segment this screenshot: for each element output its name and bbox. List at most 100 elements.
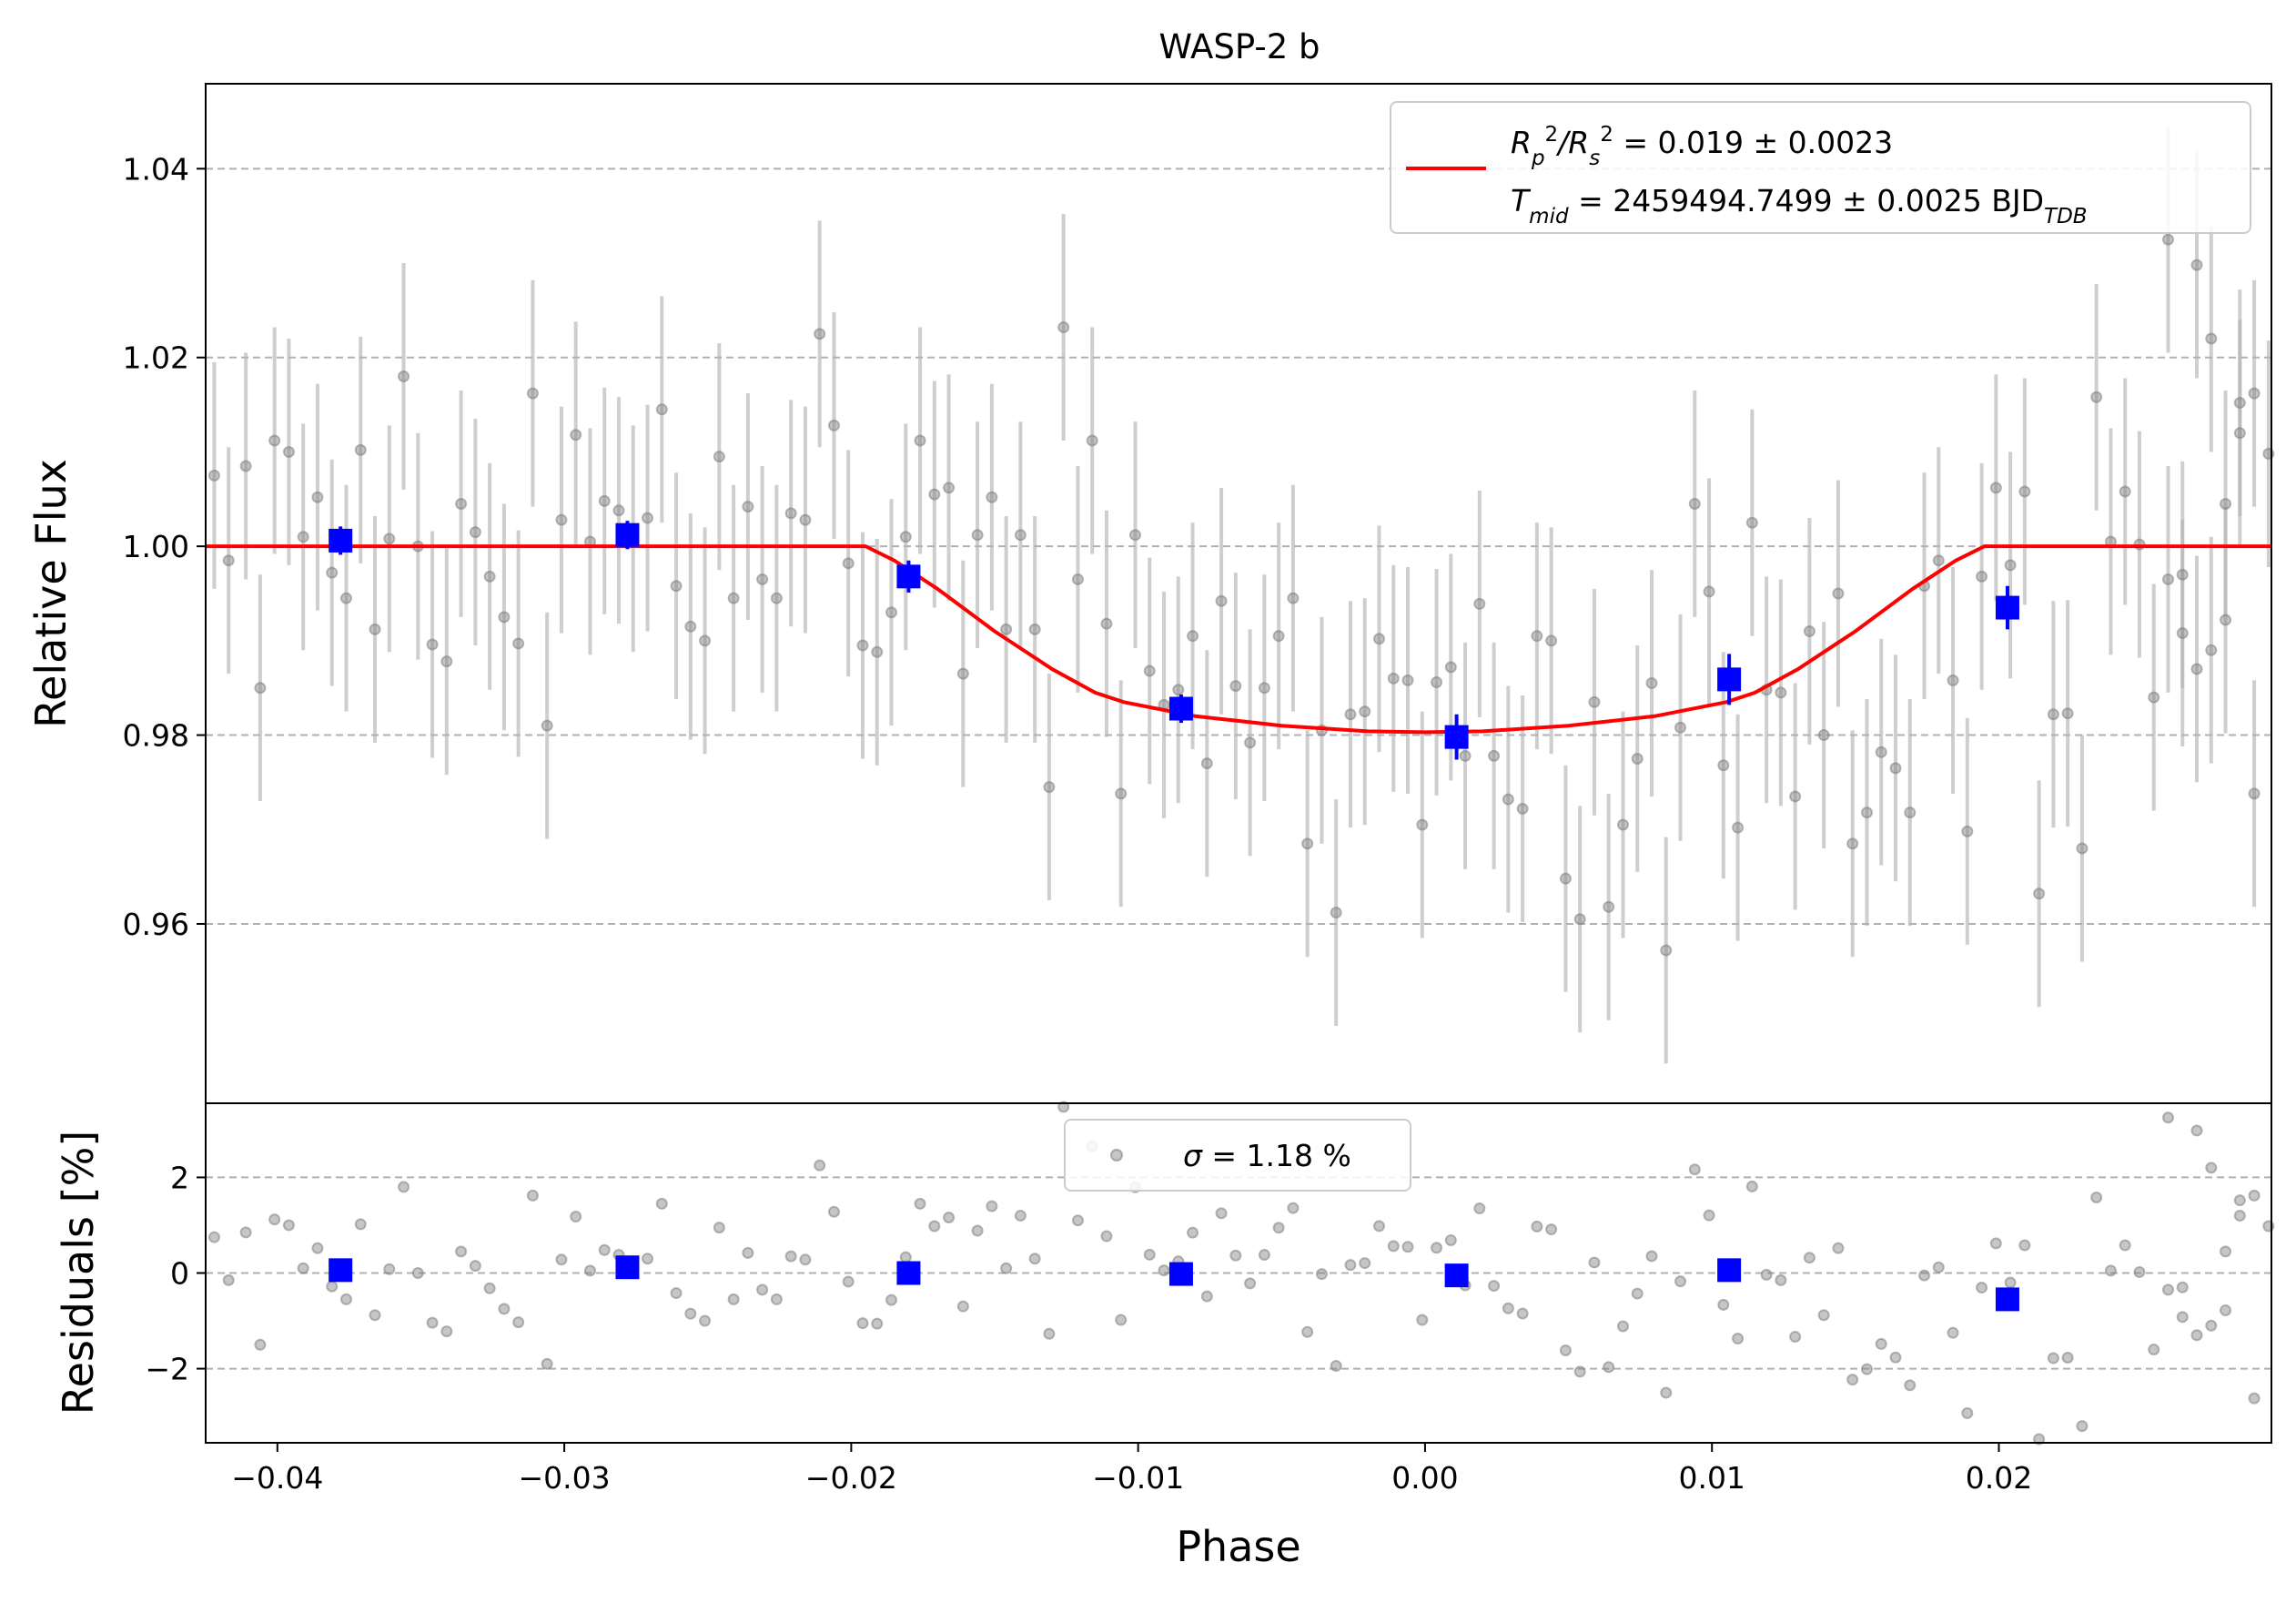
residual-data-point bbox=[956, 1300, 969, 1313]
flux-panel-frame bbox=[205, 83, 2272, 1104]
residual-data-point bbox=[2162, 1283, 2174, 1296]
residual-data-point bbox=[2176, 1281, 2189, 1294]
flux-data-point bbox=[239, 460, 252, 472]
residual-data-point bbox=[1660, 1386, 1673, 1399]
flux-data-point bbox=[2233, 427, 2246, 440]
flux-data-point bbox=[207, 469, 220, 482]
flux-data-point bbox=[1043, 781, 1056, 794]
residual-data-point bbox=[2004, 1276, 2017, 1289]
flux-data-point bbox=[2176, 568, 2189, 581]
flux-data-point bbox=[2162, 233, 2174, 246]
residual-data-point bbox=[1531, 1220, 1543, 1233]
residual-data-point bbox=[222, 1273, 235, 1286]
residual-data-point bbox=[440, 1325, 453, 1338]
residual-data-point bbox=[369, 1309, 381, 1322]
residual-y-tick-label: 2 bbox=[170, 1160, 189, 1195]
flux-data-point bbox=[440, 655, 453, 668]
flux-data-point bbox=[2190, 663, 2203, 675]
residual-data-point bbox=[1344, 1259, 1357, 1272]
residual-data-point bbox=[799, 1253, 812, 1266]
residual-data-point bbox=[1918, 1269, 1931, 1282]
flux-data-point bbox=[1961, 825, 1974, 837]
flux-data-point bbox=[2033, 888, 2046, 900]
flux-data-point bbox=[1717, 759, 1730, 772]
flux-data-point bbox=[2018, 485, 2031, 498]
flux-data-point bbox=[2148, 691, 2160, 704]
flux-data-point bbox=[297, 531, 309, 543]
residual-data-point bbox=[871, 1317, 884, 1330]
flux-data-point bbox=[1545, 634, 1558, 647]
x-tick-label: −0.02 bbox=[805, 1460, 897, 1496]
residual-data-point bbox=[1200, 1290, 1213, 1303]
flux-data-point bbox=[1330, 907, 1342, 919]
residual-data-point bbox=[1488, 1280, 1501, 1293]
residual-data-point bbox=[1631, 1287, 1644, 1300]
residual-data-point bbox=[684, 1307, 697, 1320]
residual-data-point bbox=[986, 1200, 998, 1212]
residual-y-ticks: −2 0 2 bbox=[145, 1160, 206, 1387]
residual-data-point bbox=[1301, 1325, 1314, 1338]
residual-data-point bbox=[541, 1357, 553, 1370]
residual-data-point bbox=[2205, 1162, 2218, 1174]
flux-data-point bbox=[642, 512, 654, 524]
residual-data-point bbox=[1817, 1309, 1830, 1322]
flux-data-point bbox=[2248, 787, 2261, 800]
flux-data-point bbox=[699, 634, 712, 647]
flux-data-point bbox=[541, 719, 553, 732]
residual-data-point bbox=[1143, 1248, 1156, 1261]
flux-data-point bbox=[684, 620, 697, 633]
residual-data-point bbox=[2090, 1191, 2103, 1203]
flux-data-point bbox=[1860, 807, 1873, 819]
flux-data-point bbox=[784, 507, 797, 520]
flux-data-point bbox=[1115, 787, 1128, 800]
residual-data-point bbox=[928, 1220, 941, 1233]
flux-data-point bbox=[483, 570, 496, 583]
flux-data-point bbox=[282, 445, 295, 458]
flux-data-point bbox=[1645, 677, 1658, 690]
residual-data-point bbox=[885, 1294, 898, 1306]
residual-data-point bbox=[1832, 1242, 1845, 1254]
flux-data-point bbox=[1344, 708, 1357, 721]
flux-data-point bbox=[570, 429, 582, 441]
flux-data-point bbox=[2233, 397, 2246, 410]
residual-y-axis-label: Residuals [%] bbox=[54, 1131, 103, 1415]
flux-data-point bbox=[770, 592, 783, 604]
residual-data-point bbox=[512, 1316, 525, 1329]
flux-y-tick-label: 1.02 bbox=[123, 340, 189, 376]
residual-data-point bbox=[784, 1250, 797, 1263]
residual-data-point bbox=[297, 1262, 309, 1274]
residual-binned-point bbox=[329, 1258, 353, 1283]
flux-data-point bbox=[1745, 516, 1758, 529]
residual-gridlines bbox=[206, 1176, 2271, 1370]
residual-data-point bbox=[1889, 1351, 1902, 1364]
flux-data-point bbox=[1947, 674, 1959, 686]
residual-data-point bbox=[1732, 1332, 1745, 1344]
residual-data-point bbox=[1588, 1256, 1601, 1269]
flux-data-point bbox=[986, 491, 998, 503]
flux-data-point bbox=[455, 497, 468, 510]
residual-data-point bbox=[1473, 1202, 1486, 1215]
residual-binned-point bbox=[1995, 1287, 2019, 1312]
flux-data-point bbox=[1200, 757, 1213, 770]
flux-data-point bbox=[1976, 570, 1988, 583]
flux-data-point bbox=[1488, 749, 1501, 762]
flux-data-point bbox=[1129, 529, 1141, 542]
residual-data-point bbox=[1100, 1230, 1113, 1243]
residual-binned-point bbox=[1444, 1263, 1469, 1288]
fit-legend-midtime: Tmid = 2459494.7499 ± 0.0025 BJDTDB bbox=[1511, 183, 2088, 228]
residual-binned-point bbox=[615, 1255, 640, 1280]
flux-data-point bbox=[1559, 872, 1572, 885]
residual-data-point bbox=[814, 1159, 826, 1172]
residual-data-point bbox=[2148, 1344, 2160, 1356]
residual-data-point bbox=[1057, 1101, 1070, 1113]
flux-data-point bbox=[1789, 790, 1802, 803]
residual-data-point bbox=[1516, 1307, 1529, 1320]
residual-data-point bbox=[1258, 1249, 1270, 1262]
flux-data-point bbox=[2190, 259, 2203, 271]
residual-data-point bbox=[1431, 1242, 1443, 1254]
x-tick-label: −0.04 bbox=[231, 1460, 323, 1496]
flux-data-point bbox=[1473, 597, 1486, 610]
flux-data-point bbox=[742, 501, 754, 513]
flux-data-point bbox=[827, 419, 840, 431]
residual-data-point bbox=[756, 1283, 769, 1296]
